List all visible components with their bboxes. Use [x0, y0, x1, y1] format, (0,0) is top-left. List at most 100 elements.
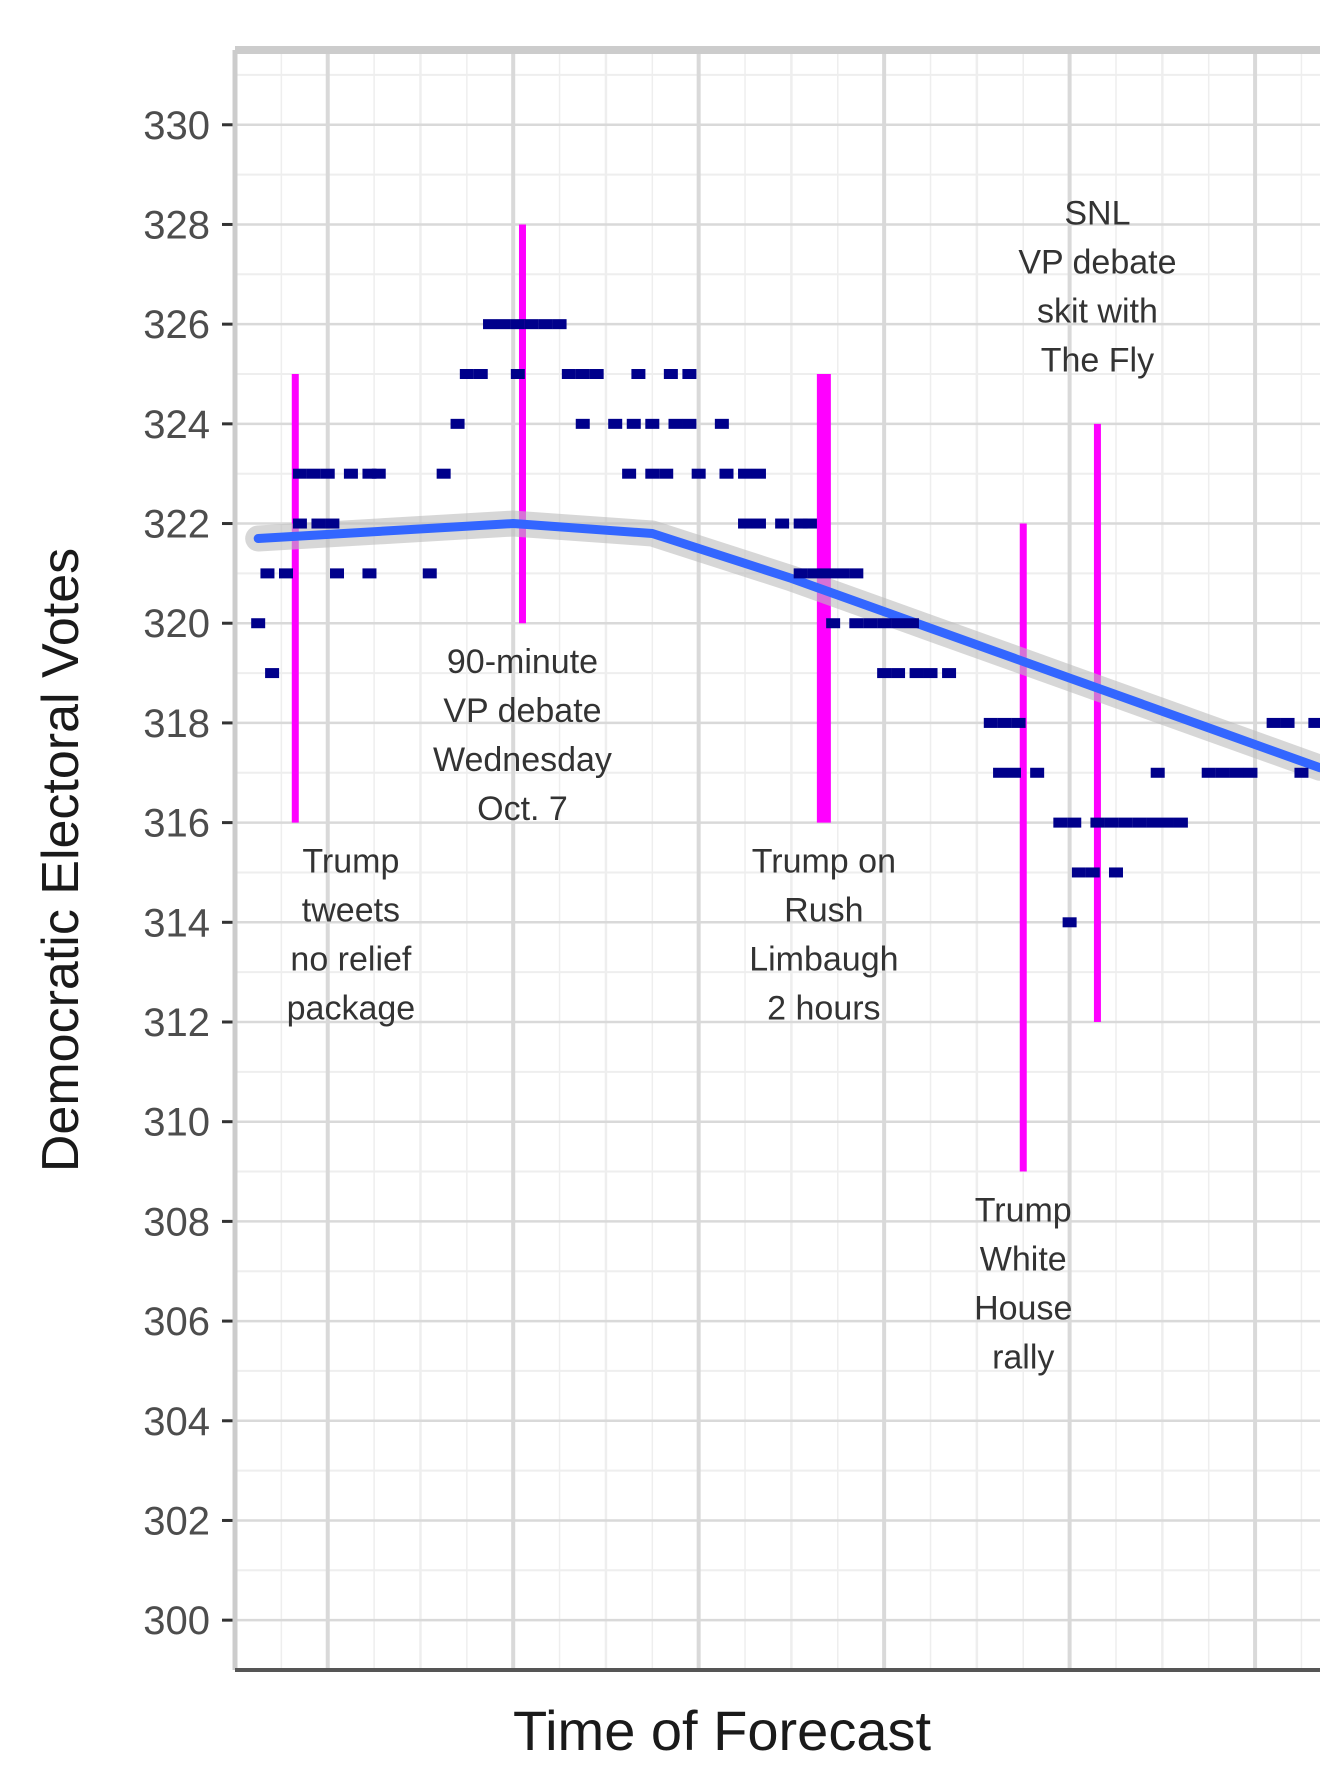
data-point	[1011, 717, 1026, 728]
event-annotation-line: House	[974, 1289, 1072, 1327]
event-annotation-line: Rush	[784, 891, 863, 929]
data-point	[325, 518, 340, 529]
data-point	[450, 418, 465, 429]
y-tick-label: 300	[143, 1599, 210, 1643]
trend-layer	[245, 510, 1320, 781]
data-point	[1159, 817, 1174, 828]
data-point	[279, 568, 294, 579]
data-point	[1006, 767, 1021, 778]
y-tick-label: 320	[143, 602, 210, 646]
event-annotation-line: 90-minute	[447, 643, 598, 681]
data-point	[343, 468, 358, 479]
data-point	[626, 418, 641, 429]
data-point	[483, 319, 498, 330]
data-point	[659, 468, 674, 479]
data-point	[473, 369, 488, 379]
x-axis-title: Time of Forecast	[513, 1699, 931, 1762]
data-point	[1085, 867, 1100, 878]
event-annotation: 90-minute VP debate Wednesday Oct. 7	[433, 643, 612, 828]
y-axis-title: Democratic Electoral Votes	[32, 548, 90, 1172]
data-point	[645, 418, 660, 429]
data-point	[552, 319, 567, 330]
data-point	[608, 418, 623, 429]
data-point	[751, 518, 766, 529]
y-tick-label: 302	[143, 1499, 210, 1543]
event-annotation-line: Trump on	[752, 842, 896, 880]
y-tick-label: 326	[143, 303, 210, 347]
data-point	[1215, 767, 1230, 778]
data-point	[1229, 767, 1244, 778]
data-point	[1062, 917, 1077, 928]
y-tick-label: 312	[143, 1001, 210, 1045]
event-annotation: Trump tweets no relief package	[287, 842, 416, 1027]
data-point	[714, 418, 729, 429]
panel-frame	[232, 46, 1320, 1672]
event-annotation: Trump White House rally	[974, 1191, 1072, 1376]
data-point	[1280, 717, 1295, 728]
data-point	[371, 468, 386, 479]
data-point	[292, 468, 307, 479]
data-point	[1308, 717, 1320, 728]
data-point	[997, 717, 1012, 728]
event-annotation-line: VP debate	[443, 692, 601, 730]
event-annotation-line: 2 hours	[767, 989, 880, 1027]
y-tick-label: 316	[143, 802, 210, 846]
data-point	[561, 369, 576, 379]
event-annotation-line: Wednesday	[433, 741, 612, 779]
event-annotation: Trump on Rush Limbaugh 2 hours	[749, 842, 898, 1027]
data-point	[1266, 717, 1281, 728]
y-tick-label: 322	[143, 503, 210, 547]
data-point	[751, 468, 766, 479]
data-point	[682, 369, 697, 379]
data-point	[719, 468, 734, 479]
event-annotation-line: The Fly	[1041, 341, 1154, 379]
data-point	[496, 319, 511, 330]
data-point	[923, 668, 938, 679]
y-tick-label: 306	[143, 1300, 210, 1344]
data-point	[320, 468, 335, 479]
y-tick-label: 328	[143, 203, 210, 247]
data-point	[1173, 817, 1188, 828]
data-point	[942, 668, 957, 679]
event-annotation-line: tweets	[302, 891, 400, 929]
y-tick-label: 308	[143, 1200, 210, 1244]
y-tick-label: 310	[143, 1101, 210, 1145]
data-point	[668, 418, 683, 429]
event-annotation-line: Oct. 7	[477, 790, 568, 828]
data-point	[802, 518, 817, 529]
data-point	[793, 568, 808, 579]
data-point	[1243, 767, 1258, 778]
data-point	[775, 518, 790, 529]
data-point	[891, 668, 906, 679]
data-point	[891, 618, 906, 629]
data-point	[575, 418, 590, 429]
event-annotation-line: Limbaugh	[749, 940, 898, 978]
data-point	[1053, 817, 1068, 828]
data-point	[863, 618, 878, 629]
event-annotation: SNL VP debate skit with The Fly	[1018, 194, 1176, 379]
data-point	[265, 668, 280, 679]
data-point	[631, 369, 646, 379]
data-point	[422, 568, 437, 579]
data-point	[1104, 817, 1119, 828]
event-annotation-line: SNL	[1064, 194, 1130, 232]
data-point	[1108, 867, 1123, 878]
data-point	[849, 618, 864, 629]
event-annotations: Trump tweets no relief package 90-minute VP d…	[287, 194, 1177, 1376]
data-point	[663, 369, 678, 379]
data-points	[251, 319, 1320, 928]
data-point	[877, 668, 892, 679]
event-annotation-line: no relief	[290, 940, 412, 978]
data-point	[993, 767, 1008, 778]
data-point	[904, 618, 919, 629]
data-point	[821, 568, 836, 579]
data-point	[738, 518, 753, 529]
data-point	[306, 468, 321, 479]
y-tick-label: 304	[143, 1400, 210, 1444]
data-point	[538, 319, 553, 330]
data-point	[877, 618, 892, 629]
data-point	[691, 468, 706, 479]
data-point	[1201, 767, 1216, 778]
event-annotation-line: VP debate	[1018, 243, 1176, 281]
